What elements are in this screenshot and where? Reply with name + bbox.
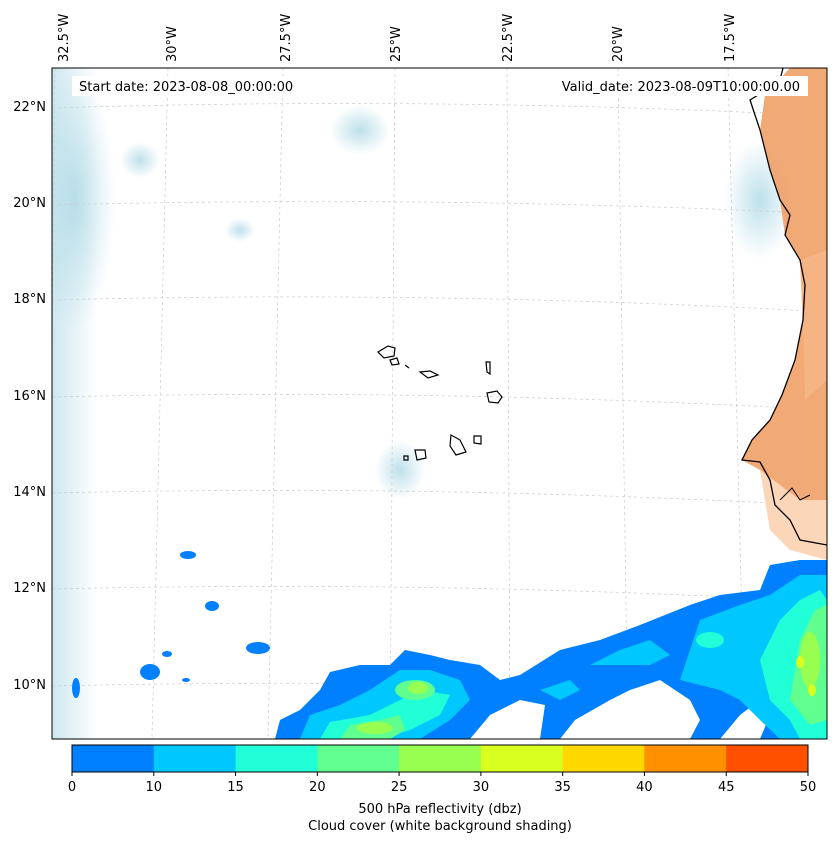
cape-verde-islands [377,345,503,461]
colorbar-segment [644,745,727,772]
colorbar-tick-label: 40 [636,780,653,795]
colorbar-segment [72,745,155,772]
colorbar-ticks: 0 10 15 20 25 30 35 40 45 50 [68,772,816,795]
cloud-blob [330,105,390,155]
border [779,487,811,501]
lat-label: 16°N [13,389,46,404]
land-shading [742,68,827,545]
lon-label: 25°W [389,26,404,62]
lon-label: 20°W [611,26,626,62]
start-date-box [72,76,317,96]
colorbar-segment [153,745,237,772]
colorbar-tick-label: 45 [718,780,735,795]
longitude-labels: 32.5°W 30°W 27.5°W 25°W 22.5°W 20°W 17.5… [57,14,738,62]
cloud-blob [375,440,425,500]
latitude-labels: 22°N 20°N 18°N 16°N 14°N 12°N 10°N [13,100,46,693]
lon-label: 27.5°W [279,14,294,62]
colorbar-sublabel: Cloud cover (white background shading) [308,819,572,834]
cloud-blob [225,218,255,242]
lon-label: 30°W [165,26,180,62]
colorbar-tick-label: 10 [146,780,163,795]
coastline [741,68,827,546]
reflectivity-25-30 [357,632,820,734]
cloud-blob [52,70,115,330]
colorbar-segment [317,745,400,772]
lat-label: 10°N [13,678,46,693]
colorbar-segment [726,745,809,772]
lon-label: 32.5°W [57,14,72,62]
colorbar-tick-label: 50 [800,780,817,795]
colorbar-segment [235,745,318,772]
start-date-text: Start date: 2023-08-08_00:00:00 [79,80,293,95]
colorbar-label: 500 hPa reflectivity (dbz) [358,802,521,817]
map-border [51,67,828,740]
land-shading [800,250,827,400]
colorbar-segment [480,745,564,772]
colorbar-tick-label: 15 [227,780,244,795]
land-shading [760,470,827,560]
cloud-blob [120,142,160,178]
valid-date-text: Valid_date: 2023-08-09T10:00:00.00 [562,80,800,95]
colorbar-tick-label: 30 [473,780,490,795]
lon-label: 17.5°W [723,14,738,62]
lat-label: 20°N [13,196,46,211]
valid-date-box [540,76,808,96]
colorbar-tick-label: 25 [391,780,408,795]
reflectivity-30-35 [796,656,816,696]
lon-label: 22.5°W [501,14,516,62]
lat-label: 12°N [13,581,46,596]
colorbar-tick-label: 0 [68,780,76,795]
colorbar-border [71,744,809,773]
colorbar-segment [562,745,645,772]
map-content [52,68,827,739]
colorbar [72,745,809,772]
lat-label: 14°N [13,485,46,500]
colorbar-tick-label: 20 [309,780,326,795]
lat-label: 22°N [13,100,46,115]
colorbar-tick-label: 35 [554,780,571,795]
colorbar-segment [399,745,482,772]
lat-label: 18°N [13,292,46,307]
